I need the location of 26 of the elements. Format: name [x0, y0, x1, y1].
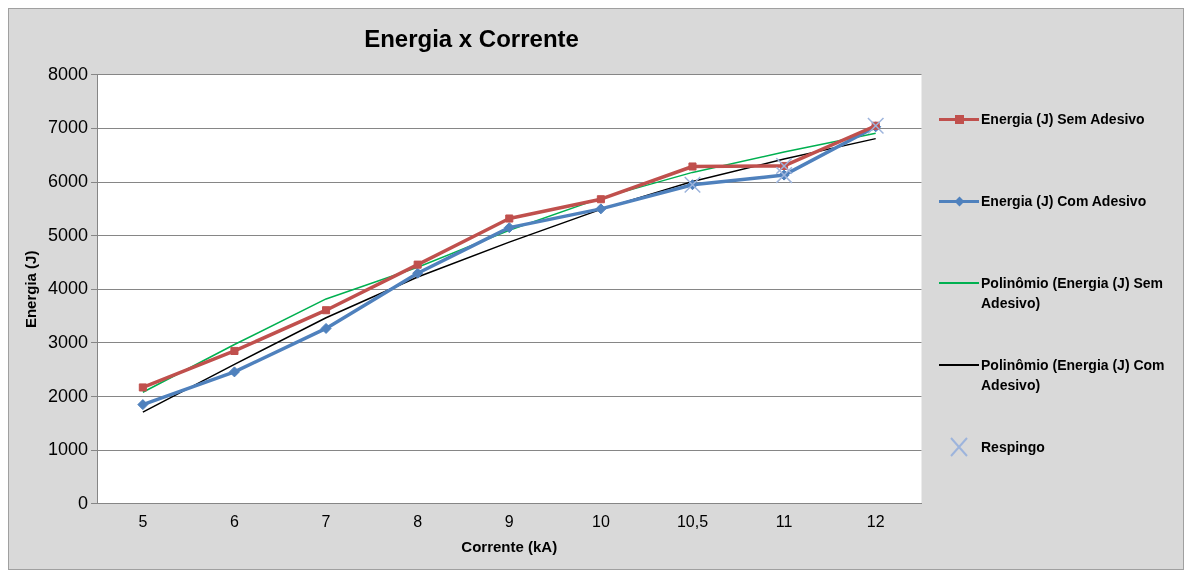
x-tick-label: 10 [591, 512, 610, 530]
y-tick-label: 6000 [48, 171, 89, 192]
y-tick-label: 4000 [48, 278, 89, 299]
x-tick-label: 6 [230, 512, 239, 530]
x-tick-label: 11 [775, 512, 793, 530]
legend-label: Energia (J) Com Adesivo [981, 192, 1148, 211]
legend-label: Polinômio (Energia (J) Sem Adesivo) [981, 274, 1165, 313]
x-tick-label: 9 [504, 512, 514, 530]
x-axis-title: Corrente (kA) [461, 538, 558, 556]
chart-title: Energia x Corrente [364, 25, 579, 53]
x-tick-label: 7 [321, 512, 331, 530]
y-tick-label: 2000 [48, 385, 89, 406]
x-tick-label: 10,5 [676, 512, 709, 530]
x-tick-label: 12 [866, 512, 885, 530]
legend-label: Polinômio (Energia (J) Com Adesivo) [981, 356, 1166, 395]
y-tick-label: 1000 [48, 439, 89, 460]
x-tick-label: 5 [138, 512, 148, 530]
x-tick-label: 8 [413, 512, 423, 530]
y-tick-label: 0 [78, 492, 89, 513]
y-tick-label: 5000 [48, 224, 89, 245]
y-axis-title: Energia (J) [22, 250, 40, 329]
legend-label: Energia (J) Sem Adesivo [981, 110, 1146, 129]
y-tick-label: 3000 [48, 331, 89, 352]
y-tick-label: 8000 [48, 63, 89, 84]
legend-label: Respingo [981, 438, 1046, 457]
y-tick-label: 7000 [48, 117, 89, 138]
